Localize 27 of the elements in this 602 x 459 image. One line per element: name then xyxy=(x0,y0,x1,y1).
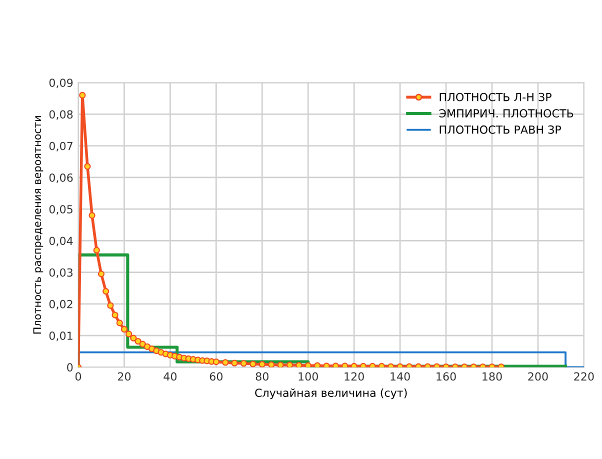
y-tick-label: 0,08 xyxy=(49,110,73,120)
x-tick-label: 0 xyxy=(75,372,82,381)
y-axis-title: Плотность распределения вероятности xyxy=(33,116,44,334)
legend-label: ЭМПИРИЧ. ПЛОТНОСТЬ xyxy=(439,109,574,118)
x-tick-label: 100 xyxy=(298,372,318,381)
x-tick-label: 120 xyxy=(344,372,364,381)
legend-label: ПЛОТНОСТЬ Л-Н ЗР xyxy=(440,92,552,102)
x-tick-label: 180 xyxy=(482,372,502,381)
x-tick-label: 20 xyxy=(118,372,131,381)
y-tick-label: 0,07 xyxy=(49,142,72,152)
y-tick-label: 0,02 xyxy=(49,300,72,310)
x-tick-label: 80 xyxy=(256,372,268,381)
y-tick-label: 0,09 xyxy=(49,78,73,88)
x-tick-label: 60 xyxy=(210,372,223,381)
x-tick-label: 160 xyxy=(436,372,456,381)
y-tick-label: 0,06 xyxy=(49,173,73,183)
x-tick-label: 140 xyxy=(390,372,410,381)
y-tick-label: 0,01 xyxy=(49,332,72,342)
x-axis-title: Случайная величина (сут) xyxy=(255,388,407,400)
y-tick-label: 0 xyxy=(67,363,73,372)
y-tick-label: 0,03 xyxy=(49,268,73,278)
x-tick-label: 40 xyxy=(164,372,177,381)
x-tick-label: 220 xyxy=(574,372,594,381)
y-tick-label: 0,04 xyxy=(49,236,73,246)
y-tick-label: 0,05 xyxy=(49,205,72,215)
legend-label: ПЛОТНОСТЬ РАВН ЗР xyxy=(440,125,562,134)
x-tick-label: 200 xyxy=(528,372,548,381)
